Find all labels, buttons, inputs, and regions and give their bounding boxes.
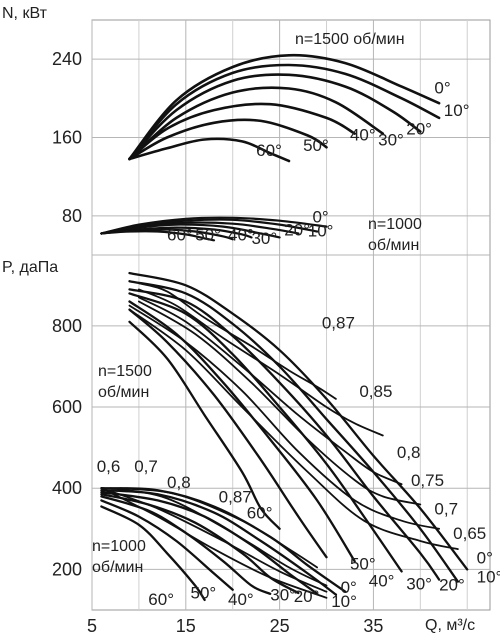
power-angle-label: 60° (167, 225, 193, 244)
pressure-angle-label: 30° (270, 585, 296, 604)
x-axis-label: Q, м³/с (425, 617, 475, 634)
pressure-angle-label: 40° (228, 590, 254, 609)
power-tick-label: 80 (62, 206, 82, 226)
pressure-angle-label: 20° (439, 576, 465, 595)
power-tick-label: 240 (52, 49, 82, 69)
efficiency-curve-1500-5 (128, 308, 459, 550)
speed-label-power-1000-line-1: n=1000 (368, 216, 422, 233)
power-angle-label: 0° (312, 208, 328, 227)
speed-label-power-1500: n=1500 об/мин (295, 31, 405, 48)
axes: 5 15 25 35 80 160 240 200 400 600 800 (52, 49, 383, 636)
pressure-angle-label: 0° (341, 578, 357, 597)
power-angle-label: 10° (308, 221, 334, 240)
power-curve-1500-0 (128, 53, 441, 161)
efficiency-curve-1500-4 (128, 304, 440, 530)
pressure-angle-label: 0° (477, 548, 493, 567)
efficiency-label: 0,7 (434, 500, 458, 519)
speed-label-power-1000-line-2: об/мин (368, 237, 419, 254)
pressure-curve-1500-1 (128, 280, 460, 583)
speed-label-pressure-1000-line-1: n=1000 (92, 538, 146, 555)
pressure-tick-label: 800 (52, 316, 82, 336)
curve-labels: 0,870,850,80,750,70,650,6 0,70,80,870°10°… (97, 78, 500, 610)
pressure-curve-1000-5 (100, 499, 234, 591)
efficiency-curve-1000-7 (100, 487, 328, 593)
power-angle-label: 50° (303, 136, 329, 155)
power-curve-1000-6 (100, 230, 216, 242)
power-angle-label: 30° (251, 229, 277, 248)
efficiency-label: 0,87 (322, 314, 355, 333)
efficiency-label: 0,8 (397, 443, 421, 462)
speed-label-pressure-1500-line-2: об/мин (98, 384, 149, 401)
pressure-curve-1500-2 (128, 288, 441, 581)
power-curve-1500-5 (128, 118, 328, 161)
power-angle-label: 30° (378, 130, 404, 149)
power-axis-label: N, кВт (2, 5, 48, 22)
efficiency-curve-1000-9 (119, 487, 318, 569)
pressure-angle-label: 30° (406, 575, 432, 594)
power-angle-label: 10° (444, 101, 470, 120)
efficiency-curve-1000-8 (109, 487, 328, 587)
speed-label-pressure-1000-line-2: об/мин (92, 559, 143, 576)
pressure-angle-label: 40° (369, 571, 395, 590)
x-tick-label: 15 (176, 616, 196, 636)
efficiency-curve-1500-2 (138, 296, 403, 486)
speed-label-pressure-1500-line-1: n=1500 (98, 363, 152, 380)
power-curve-1500-6 (128, 137, 291, 163)
efficiency-curve-1500-3 (138, 300, 422, 506)
x-tick-label: 25 (270, 616, 290, 636)
efficiency-label: 0,87 (219, 487, 252, 506)
efficiency-label: 0,7 (134, 457, 158, 476)
efficiency-label: 0,85 (359, 382, 392, 401)
efficiency-label: 0,6 (97, 457, 121, 476)
x-tick-label: 5 (87, 616, 97, 636)
pressure-angle-label: 10° (331, 592, 357, 611)
pressure-curve-1000-6 (100, 505, 206, 602)
efficiency-curve-1000-6 (100, 487, 328, 599)
power-angle-label: 60° (256, 141, 282, 160)
power-angle-label: 40° (350, 125, 376, 144)
pressure-curve-1500-3 (128, 292, 403, 573)
curves (100, 53, 469, 602)
efficiency-label: 0,65 (453, 524, 486, 543)
pressure-angle-label: 10° (477, 567, 500, 586)
efficiency-label: 0,75 (411, 471, 444, 490)
power-curve-1500-3 (128, 86, 385, 161)
power-curve-1500-4 (128, 102, 356, 161)
power-angle-label: 50° (195, 225, 221, 244)
pressure-curve-1500-0 (128, 271, 469, 571)
power-angle-label: 40° (228, 225, 254, 244)
power-tick-label: 160 (52, 128, 82, 148)
power-curve-1500-1 (128, 63, 441, 161)
efficiency-curve-1500-0 (138, 282, 337, 400)
efficiency-curve-1500-1 (138, 288, 384, 437)
power-angle-label: 20° (406, 120, 432, 139)
power-curve-1500-2 (128, 73, 422, 161)
pressure-angle-label: 50° (350, 554, 376, 573)
x-tick-label: 35 (363, 616, 383, 636)
pressure-angle-label: 20° (294, 587, 320, 606)
pressure-tick-label: 400 (52, 478, 82, 498)
pressure-angle-label: 60° (247, 504, 273, 523)
pressure-angle-label: 50° (191, 584, 217, 603)
pressure-axis-label: P, даПа (2, 259, 58, 276)
efficiency-label: 0,8 (167, 473, 191, 492)
pressure-curve-1500-5 (128, 308, 328, 559)
pressure-tick-label: 200 (52, 559, 82, 579)
power-angle-label: 20° (284, 220, 310, 239)
pressure-tick-label: 600 (52, 397, 82, 417)
power-curve-1000-3 (100, 223, 281, 239)
pressure-angle-label: 60° (148, 590, 174, 609)
power-angle-label: 0° (434, 78, 450, 97)
pressure-curve-1500-6 (128, 320, 281, 530)
